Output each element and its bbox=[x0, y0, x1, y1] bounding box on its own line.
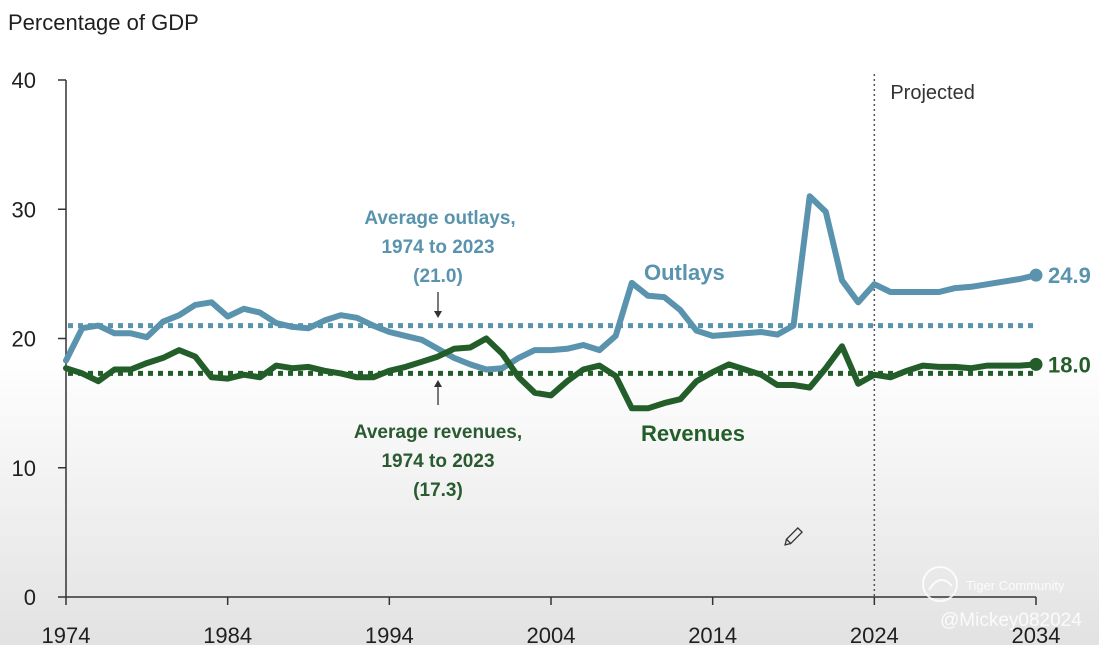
y-axis-ticks: 0 10 20 30 40 bbox=[12, 68, 66, 610]
x-tick-label: 2004 bbox=[527, 623, 576, 645]
outlays-series-line bbox=[63, 193, 1039, 373]
x-tick-label: 2014 bbox=[688, 623, 737, 645]
revenues-end-value: 18.0 bbox=[1048, 352, 1091, 377]
avg-revenues-line3: (17.3) bbox=[413, 480, 463, 501]
watermark-handle: @Mickey082024 bbox=[940, 610, 1082, 631]
x-tick-label: 1984 bbox=[203, 623, 252, 645]
revenues-end-marker bbox=[1029, 357, 1043, 371]
outlays-end-marker bbox=[1029, 268, 1043, 282]
avg-outlays-line2: 1974 to 2023 bbox=[381, 237, 494, 258]
outlays-end-value: 24.9 bbox=[1048, 263, 1091, 288]
projected-label: Projected bbox=[890, 82, 975, 104]
avg-outlays-line1: Average outlays, bbox=[364, 208, 515, 229]
x-axis-ticks: 1974 1984 1994 2004 2014 2024 2034 bbox=[42, 597, 1061, 645]
y-tick-label: 10 bbox=[12, 456, 36, 481]
average-revenues-annotation: Average revenues, 1974 to 2023 (17.3) bbox=[354, 380, 522, 501]
arrow-down-icon bbox=[434, 311, 442, 318]
pencil-icon bbox=[784, 527, 803, 546]
tiger-logo-mark bbox=[928, 579, 953, 591]
y-tick-label: 40 bbox=[12, 68, 36, 93]
revenues-series-label: Revenues bbox=[641, 421, 745, 446]
outlays-series-label: Outlays bbox=[644, 260, 725, 285]
axes bbox=[65, 80, 1036, 598]
chart-title: Percentage of GDP bbox=[8, 10, 199, 35]
revenues-series-line bbox=[63, 335, 1039, 412]
x-tick-label: 2024 bbox=[850, 623, 899, 645]
y-tick-label: 0 bbox=[24, 585, 36, 610]
arrow-up-icon bbox=[434, 380, 442, 387]
x-tick-label: 1974 bbox=[42, 623, 91, 645]
average-outlays-annotation: Average outlays, 1974 to 2023 (21.0) bbox=[364, 208, 516, 318]
tiger-logo-icon bbox=[922, 566, 958, 602]
y-tick-label: 30 bbox=[12, 197, 36, 222]
avg-outlays-line3: (21.0) bbox=[413, 266, 463, 287]
avg-revenues-line2: 1974 to 2023 bbox=[381, 451, 494, 472]
y-tick-label: 20 bbox=[12, 327, 36, 352]
x-tick-label: 2034 bbox=[1012, 623, 1061, 645]
watermark-community: Tiger Community bbox=[966, 578, 1065, 593]
avg-revenues-line1: Average revenues, bbox=[354, 422, 522, 443]
x-tick-label: 1994 bbox=[365, 623, 414, 645]
watermark: Tiger Community @Mickey082024 bbox=[922, 566, 1082, 631]
